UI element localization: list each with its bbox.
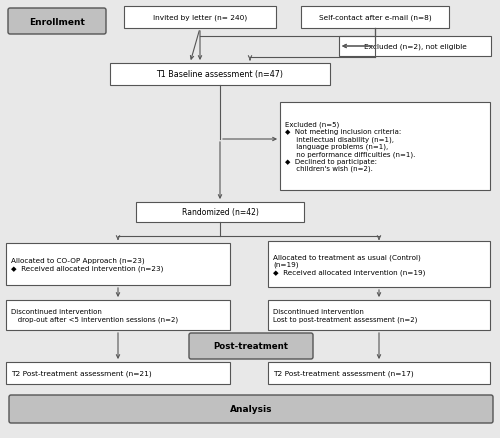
FancyBboxPatch shape	[189, 333, 313, 359]
Bar	[6, 244, 230, 285]
Bar	[268, 300, 490, 330]
Text: T2 Post-treatment assessment (n=21): T2 Post-treatment assessment (n=21)	[11, 370, 152, 376]
Bar	[339, 37, 491, 57]
Bar	[6, 362, 230, 384]
Text: Enrollment: Enrollment	[29, 18, 85, 26]
Bar	[268, 362, 490, 384]
Text: Discontinued intervention
Lost to post-treatment assessment (n=2): Discontinued intervention Lost to post-t…	[273, 308, 418, 322]
Text: Post-treatment: Post-treatment	[214, 342, 288, 351]
Text: Excluded (n=5)
◆  Not meeting inclusion criteria:
     intellectual disability (: Excluded (n=5) ◆ Not meeting inclusion c…	[285, 121, 416, 172]
Text: Discontinued intervention
   drop-out after <5 intervention sessions (n=2): Discontinued intervention drop-out after…	[11, 308, 178, 322]
FancyBboxPatch shape	[8, 9, 106, 35]
Text: Allocated to CO-OP Approach (n=23)
◆  Received allocated intervention (n=23): Allocated to CO-OP Approach (n=23) ◆ Rec…	[11, 258, 164, 272]
Text: T1 Baseline assessment (n=47): T1 Baseline assessment (n=47)	[156, 71, 284, 79]
Bar	[301, 7, 449, 29]
Text: T2 Post-treatment assessment (n=17): T2 Post-treatment assessment (n=17)	[273, 370, 414, 376]
Text: Invited by letter (n= 240): Invited by letter (n= 240)	[153, 15, 247, 21]
Bar	[268, 241, 490, 287]
Bar	[136, 202, 304, 223]
FancyBboxPatch shape	[9, 395, 493, 423]
Text: Excluded (n=2), not eligible: Excluded (n=2), not eligible	[364, 44, 467, 50]
Text: Analysis: Analysis	[230, 405, 272, 413]
Bar	[110, 64, 330, 86]
Bar	[280, 103, 490, 191]
Bar	[124, 7, 276, 29]
Text: Randomized (n=42): Randomized (n=42)	[182, 208, 258, 217]
Bar	[6, 300, 230, 330]
Text: Self-contact after e-mail (n=8): Self-contact after e-mail (n=8)	[318, 15, 432, 21]
Text: Allocated to treatment as usual (Control)
(n=19)
◆  Received allocated intervent: Allocated to treatment as usual (Control…	[273, 254, 426, 275]
